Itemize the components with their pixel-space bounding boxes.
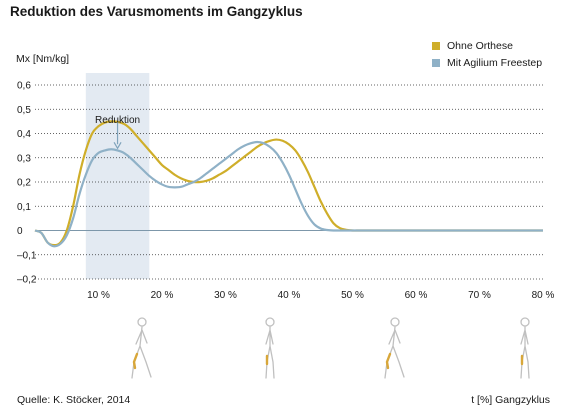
annotation-arrow-head xyxy=(113,141,122,150)
source-note: Quelle: K. Stöcker, 2014 xyxy=(17,394,131,406)
highlight-band xyxy=(85,73,150,279)
legend-swatch-mit xyxy=(432,58,440,67)
walker-figure-3 xyxy=(384,317,405,379)
y-axis-label: Mx [Nm/kg] xyxy=(16,53,70,65)
legend: Ohne Orthese Mit Agilium Freestep xyxy=(432,37,542,71)
y-tick-label: 0 xyxy=(17,226,23,237)
legend-label-mit: Mit Agilium Freestep xyxy=(447,56,543,69)
x-axis-label: t [%] Gangzyklus xyxy=(471,394,550,406)
series-line-mit-agilium xyxy=(34,140,543,248)
y-tick-label: –0,2 xyxy=(17,275,37,286)
y-tick-label: –0,1 xyxy=(17,250,37,261)
x-tick-label: 50 % xyxy=(341,290,364,301)
y-tick-label: 0,1 xyxy=(17,202,31,213)
chart-title: Reduktion des Varusmoments im Gangzyklus xyxy=(10,4,303,19)
x-tick-label: 80 % xyxy=(532,290,555,301)
y-tick-label: 0,2 xyxy=(17,178,31,189)
x-tick-label: 30 % xyxy=(214,290,237,301)
legend-swatch-ohne xyxy=(432,41,440,50)
annotation-label: Reduktion xyxy=(95,115,140,126)
walker-figure-4 xyxy=(520,317,530,379)
walker-figure-1 xyxy=(131,317,152,379)
x-tick-label: 10 % xyxy=(87,290,110,301)
y-tick-label: 0,4 xyxy=(17,129,31,140)
legend-label-ohne: Ohne Orthese xyxy=(447,39,513,52)
x-tick-label: 70 % xyxy=(468,290,491,301)
x-tick-label: 60 % xyxy=(405,290,428,301)
x-tick-label: 20 % xyxy=(151,290,174,301)
y-tick-label: 0,5 xyxy=(17,105,31,116)
y-tick-label: 0,3 xyxy=(17,153,31,164)
x-tick-label: 40 % xyxy=(278,290,301,301)
y-tick-label: 0,6 xyxy=(17,81,31,92)
walker-figure-2 xyxy=(265,317,275,379)
legend-item-ohne: Ohne Orthese xyxy=(432,37,542,54)
legend-item-mit: Mit Agilium Freestep xyxy=(432,54,542,71)
